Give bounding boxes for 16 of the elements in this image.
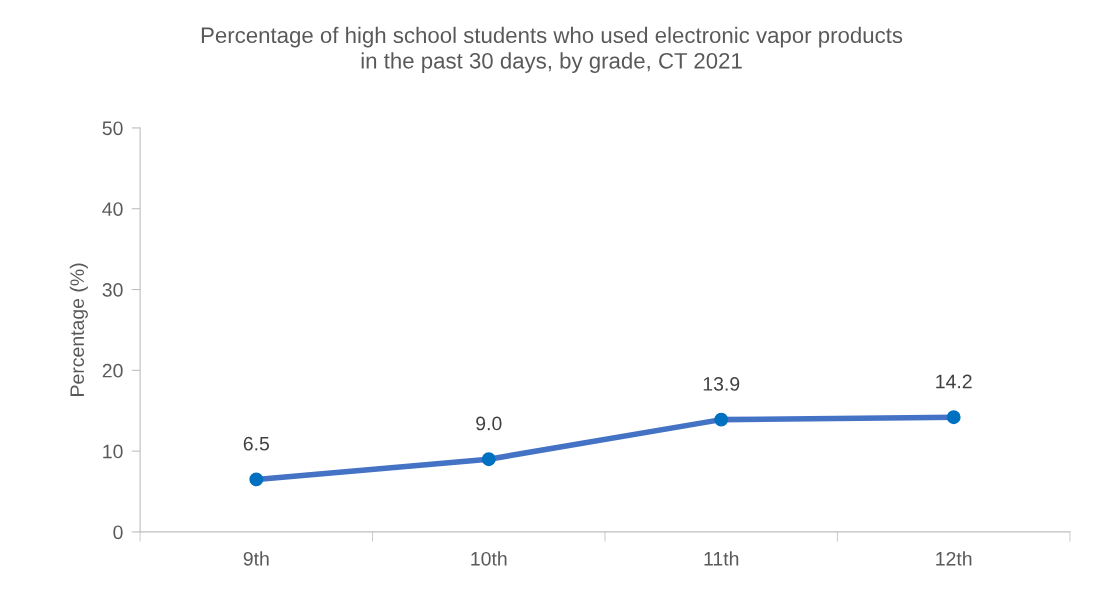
text: 13.9	[703, 377, 740, 391]
chart-title: Percentage of high school students who used electronic vapor products in the past 30 days, by grade, CT 2021	[201, 26, 903, 74]
x-tick-label: 12th	[936, 551, 972, 566]
text: 9.0	[476, 416, 502, 431]
y-tick-label: 30	[102, 282, 123, 297]
text: 14.2	[936, 374, 972, 389]
y-tick-label: 0	[113, 525, 123, 540]
x-tick-label: 10th	[471, 551, 507, 566]
x-tick-label: 11th	[704, 551, 739, 566]
y-axis-title: Percentage (%)	[69, 263, 88, 396]
y-tick-label: 40	[102, 202, 123, 216]
y-tick-label: 50	[102, 121, 123, 136]
x-tick-label: 9th	[243, 551, 269, 566]
text: 6.5	[243, 436, 270, 451]
y-tick-label: 10	[103, 444, 123, 459]
y-tick-label: 20	[102, 363, 123, 378]
